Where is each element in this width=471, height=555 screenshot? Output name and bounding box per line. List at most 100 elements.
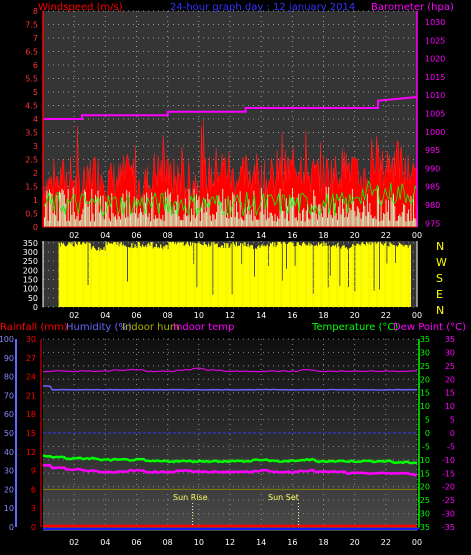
gust-bar (285, 198, 287, 227)
gust-bar (383, 213, 384, 227)
gust-bar (259, 211, 261, 227)
direction-tick-label: 300 (23, 248, 38, 257)
wind-axis-title: Windspeed (m/s) (38, 2, 123, 13)
direction-bar (87, 285, 89, 307)
direction-bar (300, 245, 303, 307)
direction-bar (238, 245, 241, 307)
dew-point-line (42, 463, 418, 477)
gust-bar (226, 217, 227, 227)
direction-bar (228, 248, 230, 307)
direction-bar (352, 244, 354, 307)
direction-bar (400, 244, 402, 307)
gust-bar (237, 212, 239, 227)
gust-bar (275, 221, 277, 227)
gust-bar (76, 216, 78, 227)
gust-bar (305, 210, 307, 227)
direction-bar (111, 244, 114, 307)
gust-bar (319, 203, 321, 227)
gust-bar (102, 195, 104, 227)
temperature-tick-label: -35 (417, 523, 430, 532)
gust-bar (47, 220, 49, 227)
temperature-tick-label: 15 (420, 389, 430, 398)
gust-bar (71, 214, 73, 227)
direction-bar (308, 242, 310, 307)
temperature-axis-title: Temperature (°C) (311, 322, 398, 333)
direction-bar (333, 246, 336, 307)
direction-bar (84, 243, 86, 307)
direction-bar (263, 245, 265, 307)
indoor-hum-title: Indoor hum (122, 322, 180, 333)
gust-bar (177, 194, 179, 227)
temperature-tick-label: 5 (425, 416, 430, 425)
gust-bar (384, 214, 386, 227)
direction-bar (69, 242, 71, 307)
direction-bar (100, 248, 102, 307)
direction-bar (304, 243, 306, 307)
gust-bar (284, 218, 286, 227)
direction-bar (227, 243, 229, 307)
gust-bar (342, 199, 343, 227)
direction-bar (78, 241, 81, 307)
direction-bar (147, 243, 149, 307)
gust-bar (355, 216, 357, 227)
gust-bar (186, 216, 187, 227)
gust-bar (130, 213, 131, 227)
gust-bar (166, 203, 168, 227)
gust-bar (44, 217, 45, 227)
direction-bar (391, 244, 393, 307)
wind-tick-label: 4 (33, 115, 38, 124)
direction-bar (194, 242, 196, 307)
gust-bar (264, 204, 266, 227)
direction-bar (242, 243, 244, 307)
gust-bar (304, 221, 306, 227)
direction-time-tick: 20 (350, 311, 360, 320)
gust-bar (349, 207, 351, 227)
direction-bar (345, 247, 347, 307)
gust-bar (312, 212, 313, 227)
gust-bar (199, 221, 201, 227)
direction-bar (357, 244, 359, 307)
direction-bar (94, 249, 97, 307)
direction-bar (246, 246, 248, 307)
direction-bar (188, 246, 191, 307)
direction-bar (123, 245, 125, 307)
direction-bar (169, 241, 171, 307)
gust-bar (179, 220, 181, 227)
humidity-tick-label: 0 (9, 523, 14, 532)
direction-panel-series (58, 241, 411, 307)
pressure-tick-label: 1030 (425, 18, 445, 27)
gust-bar (214, 219, 216, 227)
direction-bar (372, 243, 374, 307)
direction-bar (141, 244, 144, 307)
direction-bar (140, 247, 143, 307)
direction-bar (315, 244, 318, 307)
gust-bar (59, 191, 60, 227)
wind-time-tick: 06 (131, 231, 141, 240)
temperature-line (42, 454, 418, 465)
direction-bar (212, 294, 214, 307)
humidity-tick-label: 30 (4, 467, 14, 476)
gust-bar (368, 212, 369, 227)
gust-bar (393, 193, 394, 227)
rainfall-tick-label: 21 (26, 391, 36, 400)
direction-bar (398, 245, 400, 307)
wind-tick-label: 5 (33, 88, 38, 97)
gust-bar (380, 200, 382, 227)
gust-bar (204, 199, 206, 227)
direction-bar (95, 250, 98, 307)
direction-bar (355, 245, 357, 307)
direction-bar (75, 243, 77, 307)
gust-bar (366, 194, 368, 227)
direction-bar (321, 242, 323, 307)
gust-bar (192, 214, 194, 227)
temperature-time-tick: 12 (225, 538, 235, 547)
direction-bar (394, 262, 397, 307)
direction-bar (120, 241, 122, 307)
temperature-time-tick: 16 (287, 538, 297, 547)
direction-bar (185, 243, 187, 307)
gust-bar (103, 219, 105, 227)
direction-bar (291, 242, 293, 307)
direction-bar (198, 242, 200, 307)
direction-bar (105, 241, 107, 307)
direction-bar (148, 243, 150, 307)
